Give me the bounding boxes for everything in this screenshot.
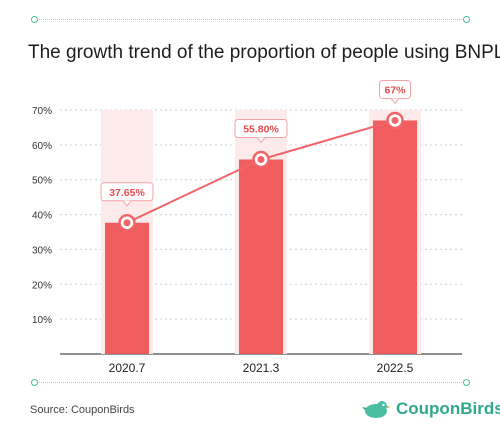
y-tick-label: 50%	[32, 176, 52, 187]
x-tick-label: 2022.5	[377, 361, 414, 375]
trend-point-core	[391, 116, 399, 124]
brand-name: CouponBirds	[396, 399, 500, 418]
x-tick-label: 2021.3	[243, 361, 280, 375]
y-tick-label: 40%	[32, 211, 52, 222]
y-tick-label: 60%	[32, 141, 52, 152]
x-tick-label: 2020.7	[109, 361, 146, 375]
top-divider	[34, 19, 466, 20]
data-label: 55.80%	[243, 123, 279, 135]
source-note: Source: CouponBirds	[30, 404, 135, 416]
data-label-pointer	[256, 137, 266, 144]
chart-title: The growth trend of the proportion of pe…	[28, 42, 500, 63]
y-tick-label: 70%	[32, 106, 52, 117]
brand-logo: CouponBirds ®	[362, 398, 500, 420]
trend-point-core	[123, 219, 131, 227]
y-tick-label: 30%	[32, 245, 52, 256]
bottom-divider-dot-left	[31, 379, 38, 386]
bird-icon	[362, 401, 391, 418]
y-tick-label: 10%	[32, 315, 52, 326]
trend-point-core	[257, 155, 265, 163]
bar	[105, 222, 149, 354]
bottom-divider	[34, 382, 466, 383]
data-label-pointer	[122, 200, 132, 207]
bottom-divider-dot-right	[463, 379, 470, 386]
top-divider-dot-left	[31, 16, 38, 23]
data-label: 37.65%	[109, 187, 145, 199]
top-divider-dot-right	[463, 16, 470, 23]
bar	[373, 120, 417, 354]
data-label: 67%	[384, 84, 406, 96]
bar	[239, 159, 283, 354]
data-label-pointer	[390, 98, 400, 105]
y-tick-label: 20%	[32, 280, 52, 291]
